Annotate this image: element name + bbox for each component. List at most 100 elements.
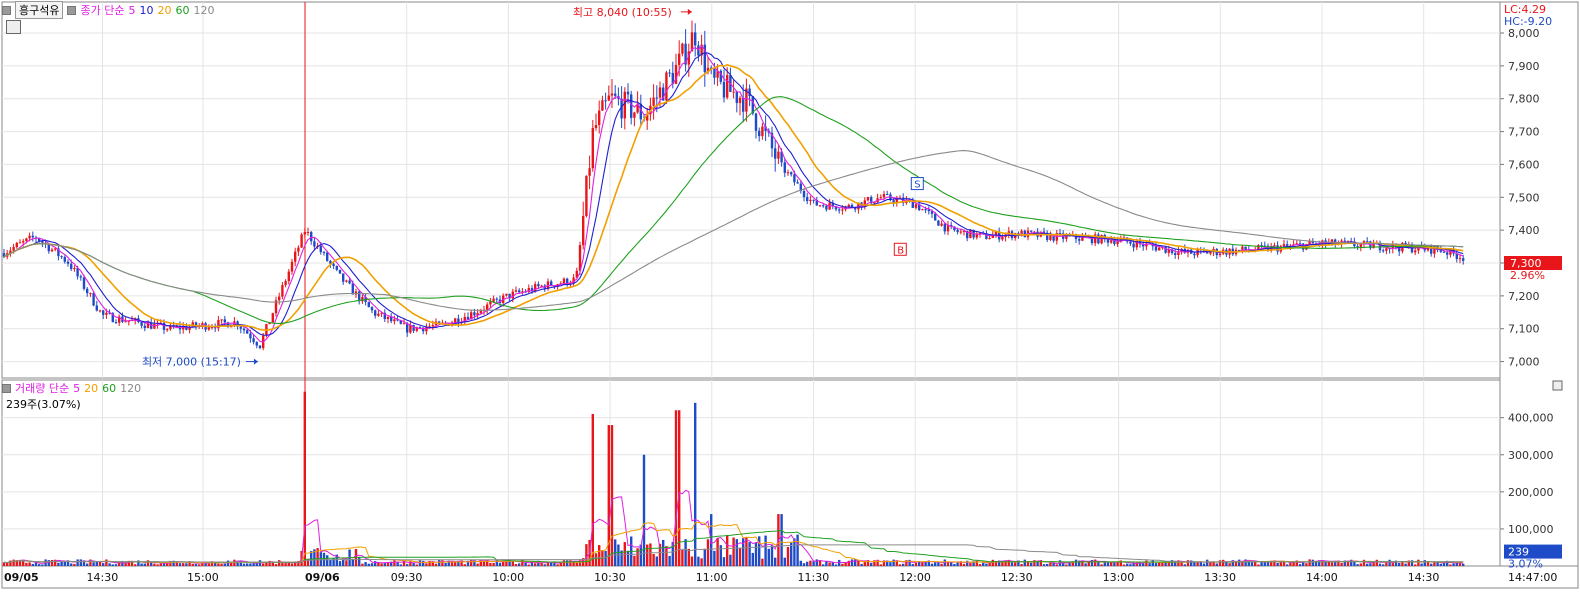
volume-bar <box>1375 559 1378 566</box>
candle-body <box>671 73 674 84</box>
collapse-icon[interactable] <box>67 5 77 15</box>
candle-body <box>313 241 316 247</box>
collapse-icon[interactable] <box>2 5 11 15</box>
volume-bar <box>895 560 898 566</box>
price-tick-label: 7,600 <box>1508 158 1540 171</box>
ticker-name[interactable]: 흥구석유 <box>15 1 64 19</box>
candle-body <box>182 326 185 330</box>
volume-bar <box>665 546 668 566</box>
volume-bar <box>89 559 92 566</box>
grid-icon[interactable] <box>6 20 21 34</box>
candle-body <box>684 43 687 65</box>
candle-body <box>348 280 351 284</box>
candle-body <box>169 325 172 330</box>
ma60-label: 60 <box>175 3 190 17</box>
candle-body <box>1142 243 1145 247</box>
volume-bar <box>1334 560 1337 566</box>
volume-bar <box>956 561 959 566</box>
candle-body <box>754 113 758 131</box>
volume-bar <box>1353 560 1356 566</box>
candle-body <box>1244 246 1247 251</box>
volume-bar <box>860 563 863 566</box>
volume-bar <box>495 559 498 566</box>
candle-body <box>1046 232 1049 240</box>
volume-bar <box>1222 559 1225 566</box>
y-axis-area <box>1499 1 1579 567</box>
volume-bar <box>540 563 543 566</box>
volume-bar <box>313 549 316 566</box>
volume-bar <box>482 560 486 566</box>
candle-body <box>70 263 73 269</box>
volume-bar <box>1340 562 1343 566</box>
price-tick-label: 7,200 <box>1508 290 1540 303</box>
candle-body <box>1343 240 1346 242</box>
volume-bar <box>556 564 559 566</box>
volume-bar <box>335 554 338 566</box>
candle-body <box>1286 244 1289 246</box>
volume-bar <box>460 560 463 566</box>
volume-bar <box>934 562 937 566</box>
candle-body <box>802 190 806 198</box>
volume-bar <box>719 545 722 566</box>
candle-body <box>761 126 764 137</box>
candle-body <box>153 324 156 329</box>
candle-body <box>230 326 233 328</box>
volume-bar <box>361 563 364 566</box>
candle-body <box>514 290 518 292</box>
volume-bar <box>633 555 636 566</box>
volume-bar <box>1142 563 1145 566</box>
candle-body <box>777 151 780 159</box>
volume-bar <box>1234 561 1238 566</box>
price-tick-label: 7,100 <box>1508 323 1540 336</box>
volume-bar <box>758 536 761 566</box>
volume-bar <box>431 562 434 566</box>
candle-body <box>287 271 290 282</box>
volume-bar <box>806 561 809 566</box>
candle-body <box>521 291 524 293</box>
candle-body <box>41 241 44 243</box>
volume-bar <box>134 564 137 566</box>
candle-body <box>22 241 25 243</box>
volume-bar <box>217 563 220 566</box>
candle-body <box>790 172 793 175</box>
candle-body <box>927 209 930 212</box>
candle-body <box>598 110 601 126</box>
time-tick-label: 12:00 <box>899 571 931 584</box>
candle-body <box>850 204 854 208</box>
volume-bar <box>889 562 892 566</box>
volume-title: 거래량 단순 <box>15 382 70 395</box>
candle-body <box>383 312 386 319</box>
volume-bar <box>1052 563 1055 566</box>
volume-bar <box>284 563 287 566</box>
candle-body <box>911 200 914 208</box>
volume-bar <box>502 561 505 566</box>
vol-ma60-label: 60 <box>102 381 117 395</box>
volume-bar <box>818 560 822 566</box>
volume-bar <box>1228 563 1231 566</box>
candle-body <box>668 72 671 74</box>
volume-bar <box>876 559 879 566</box>
volume-bar <box>572 562 575 566</box>
candle-body <box>652 97 655 106</box>
volume-bar <box>1369 563 1372 566</box>
volume-bar <box>150 562 153 566</box>
candle-body <box>758 130 761 137</box>
volume-bar <box>841 563 844 566</box>
volume-bar <box>146 560 150 566</box>
candle-body <box>1346 241 1350 243</box>
candle-body <box>607 95 610 101</box>
volume-bar <box>1068 561 1071 566</box>
vol-ma120-line <box>3 544 1464 564</box>
price-ma-title: 종가 단순 <box>80 4 125 17</box>
volume-bar <box>1436 561 1439 566</box>
time-tick-label: 13:00 <box>1103 571 1135 584</box>
volume-bar <box>518 563 521 566</box>
volume-bar <box>204 561 207 566</box>
candle-body <box>578 245 582 271</box>
collapse-icon[interactable] <box>2 383 11 393</box>
volume-bar <box>697 556 700 566</box>
volume-bar <box>1225 562 1228 566</box>
volume-bar <box>998 560 1001 566</box>
